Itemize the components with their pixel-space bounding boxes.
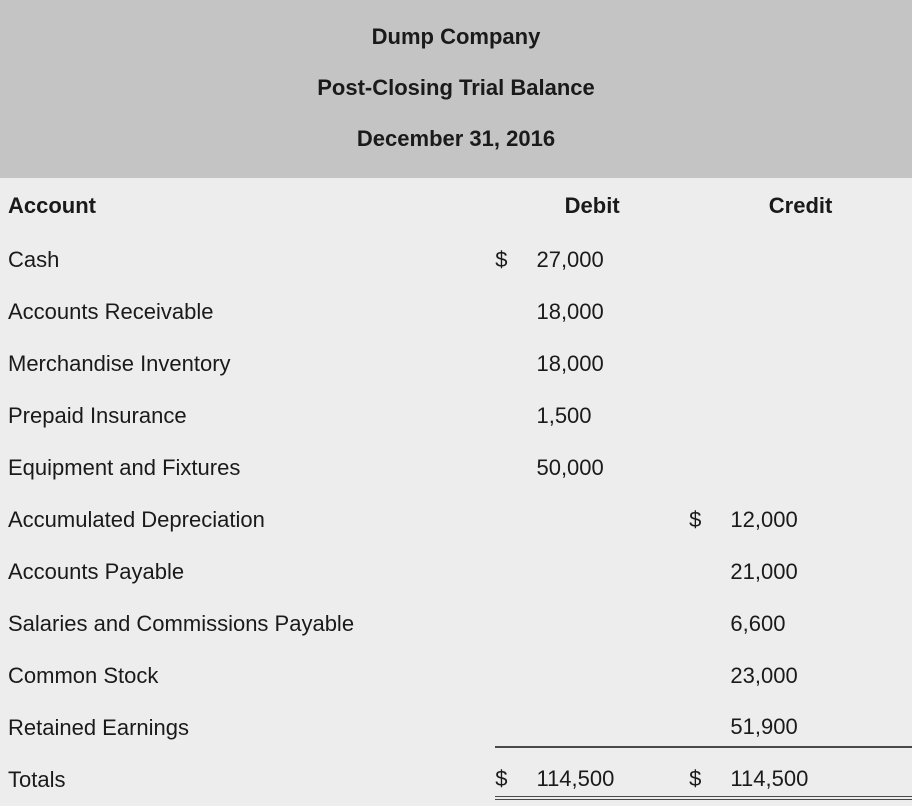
account-cell: Merchandise Inventory (0, 338, 495, 390)
report-header: Dump Company Post-Closing Trial Balance … (0, 0, 912, 178)
totals-credit-symbol: $ (689, 754, 730, 806)
table-row: Accounts Receivable 18,000 (0, 286, 912, 338)
credit-symbol: $ (689, 494, 730, 546)
credit-value (730, 390, 912, 442)
totals-label: Totals (0, 754, 495, 806)
totals-credit-value-inner: 114,500 (730, 760, 912, 800)
trial-balance-table: Account Debit Credit Cash $ 27,000 Accou… (0, 178, 912, 806)
debit-symbol (495, 390, 536, 442)
account-cell: Common Stock (0, 650, 495, 702)
debit-symbol (495, 650, 536, 702)
debit-symbol (495, 494, 536, 546)
debit-symbol (495, 702, 536, 754)
credit-symbol-inner (689, 708, 730, 748)
account-cell: Equipment and Fixtures (0, 442, 495, 494)
credit-symbol (689, 286, 730, 338)
report-date: December 31, 2016 (0, 114, 912, 165)
totals-row: Totals $ 114,500 $ 114,500 (0, 754, 912, 806)
debit-symbol (495, 598, 536, 650)
credit-symbol (689, 650, 730, 702)
debit-value (536, 702, 689, 754)
debit-value: 18,000 (536, 286, 689, 338)
credit-value: 6,600 (730, 598, 912, 650)
debit-value (536, 598, 689, 650)
credit-symbol (689, 702, 730, 754)
credit-value-inner: 51,900 (730, 708, 912, 748)
debit-value (536, 650, 689, 702)
credit-value (730, 338, 912, 390)
table-row: Equipment and Fixtures 50,000 (0, 442, 912, 494)
account-cell: Cash (0, 234, 495, 286)
debit-symbol (495, 286, 536, 338)
table-row: Retained Earnings 51,900 (0, 702, 912, 754)
table-row: Salaries and Commissions Payable 6,600 (0, 598, 912, 650)
credit-symbol (689, 390, 730, 442)
debit-value (536, 546, 689, 598)
totals-debit-symbol: $ (495, 754, 536, 806)
report-title: Post-Closing Trial Balance (0, 63, 912, 114)
credit-value (730, 442, 912, 494)
col-header-debit: Debit (495, 178, 689, 234)
debit-value: 50,000 (536, 442, 689, 494)
table-header-row: Account Debit Credit (0, 178, 912, 234)
account-cell: Accounts Payable (0, 546, 495, 598)
credit-symbol (689, 338, 730, 390)
table-row: Accumulated Depreciation $ 12,000 (0, 494, 912, 546)
account-cell: Retained Earnings (0, 702, 495, 754)
debit-symbol (495, 546, 536, 598)
totals-debit-symbol-inner: $ (495, 760, 536, 800)
totals-debit-value: 114,500 (536, 754, 689, 806)
credit-value: 12,000 (730, 494, 912, 546)
account-cell: Prepaid Insurance (0, 390, 495, 442)
company-name: Dump Company (0, 12, 912, 63)
totals-debit-value-inner: 114,500 (536, 760, 689, 800)
account-cell: Salaries and Commissions Payable (0, 598, 495, 650)
credit-symbol (689, 546, 730, 598)
table-row: Cash $ 27,000 (0, 234, 912, 286)
account-cell: Accumulated Depreciation (0, 494, 495, 546)
account-cell: Accounts Receivable (0, 286, 495, 338)
credit-value: 51,900 (730, 702, 912, 754)
trial-balance-container: Dump Company Post-Closing Trial Balance … (0, 0, 912, 806)
debit-symbol-inner (495, 708, 536, 748)
table-body: Cash $ 27,000 Accounts Receivable 18,000… (0, 234, 912, 806)
totals-credit-symbol-inner: $ (689, 760, 730, 800)
credit-value: 23,000 (730, 650, 912, 702)
debit-value: 18,000 (536, 338, 689, 390)
col-header-credit: Credit (689, 178, 912, 234)
credit-symbol (689, 234, 730, 286)
debit-symbol (495, 338, 536, 390)
debit-value: 27,000 (536, 234, 689, 286)
table-row: Prepaid Insurance 1,500 (0, 390, 912, 442)
credit-value (730, 286, 912, 338)
credit-symbol (689, 598, 730, 650)
table-row: Common Stock 23,000 (0, 650, 912, 702)
debit-value-inner (536, 708, 689, 748)
totals-credit-value: 114,500 (730, 754, 912, 806)
col-header-account: Account (0, 178, 495, 234)
debit-value: 1,500 (536, 390, 689, 442)
debit-symbol: $ (495, 234, 536, 286)
debit-value (536, 494, 689, 546)
credit-value: 21,000 (730, 546, 912, 598)
debit-symbol (495, 442, 536, 494)
credit-value (730, 234, 912, 286)
table-row: Accounts Payable 21,000 (0, 546, 912, 598)
table-row: Merchandise Inventory 18,000 (0, 338, 912, 390)
credit-symbol (689, 442, 730, 494)
